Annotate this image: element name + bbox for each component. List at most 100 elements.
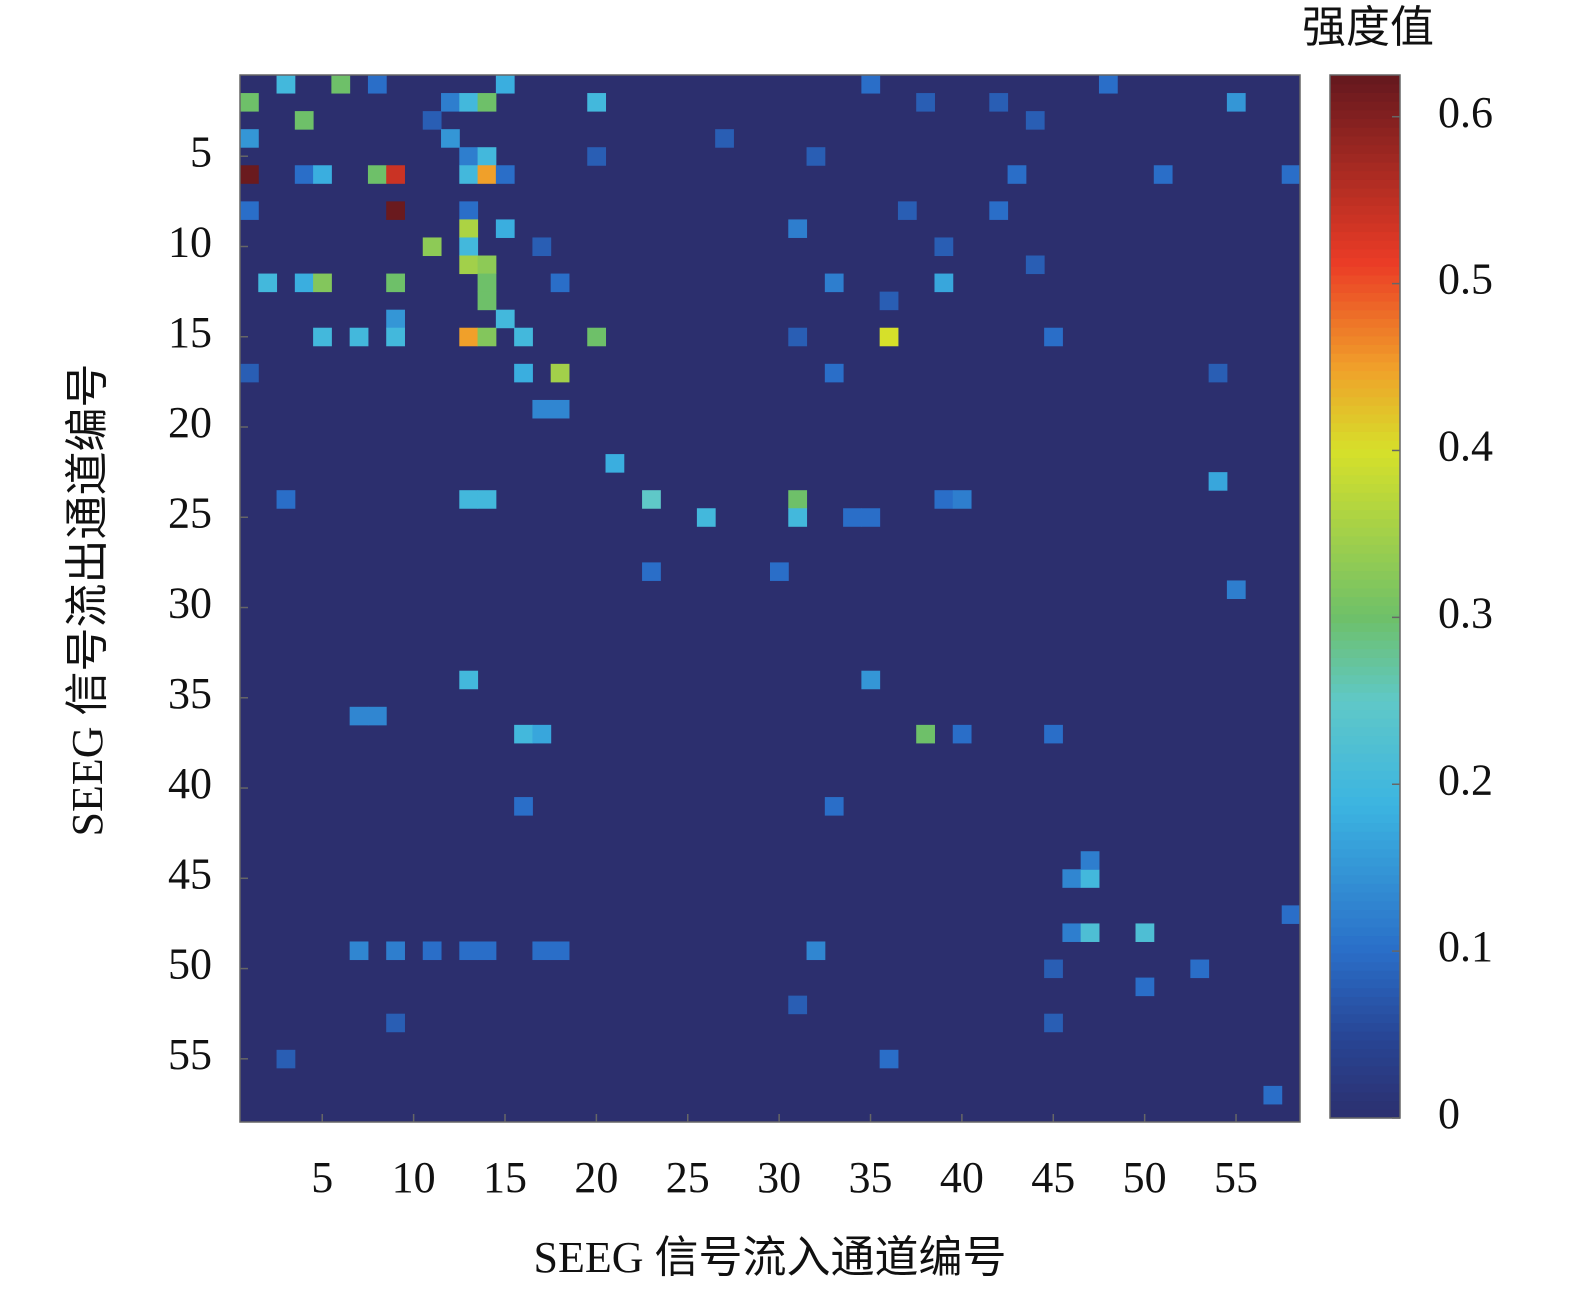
colorbar-swatch: [1330, 422, 1400, 432]
colorbar-swatch: [1330, 761, 1400, 771]
colorbar-swatch: [1330, 240, 1400, 250]
colorbar-swatch: [1330, 718, 1400, 728]
colorbar-swatch: [1330, 683, 1400, 693]
heatmap-cell: [313, 327, 332, 347]
heatmap-cell: [550, 273, 570, 293]
colorbar-swatch: [1330, 1039, 1400, 1050]
y-tick-label: 10: [168, 218, 212, 267]
colorbar-swatch: [1330, 274, 1400, 285]
colorbar-swatch: [1330, 1005, 1400, 1015]
colorbar-swatch: [1330, 344, 1400, 354]
colorbar-swatch: [1330, 944, 1400, 954]
heatmap-cell: [1044, 959, 1063, 979]
colorbar-swatch: [1330, 883, 1400, 893]
plot-frame: [239, 74, 1301, 1123]
colorbar-label: 强度值: [1302, 3, 1434, 52]
heatmap-cell: [1135, 977, 1155, 997]
heatmap-cell: [459, 670, 479, 690]
heatmap-cell: [294, 165, 314, 184]
heatmap-cell: [1098, 75, 1118, 94]
colorbar-swatch: [1330, 752, 1400, 763]
y-tick-label: 15: [168, 308, 212, 357]
colorbar-swatch: [1330, 1109, 1400, 1119]
colorbar-swatch: [1330, 709, 1400, 719]
y-tick-label: 35: [168, 669, 212, 718]
colorbar-swatch: [1330, 996, 1400, 1006]
colorbar-swatch: [1330, 257, 1400, 267]
heatmap-cell: [495, 75, 515, 94]
heatmap-cell: [367, 75, 387, 94]
colorbar-swatch: [1330, 1091, 1400, 1102]
y-tick-label: 40: [168, 759, 212, 808]
colorbar-swatch: [1330, 622, 1400, 632]
heatmap-cell: [514, 327, 533, 347]
colorbar-swatch: [1330, 735, 1400, 745]
colorbar-swatch: [1330, 413, 1400, 424]
heatmap-cell: [1208, 472, 1228, 491]
colorbar-swatch: [1330, 318, 1400, 328]
y-tick-label: 20: [168, 398, 212, 447]
heatmap-cell: [477, 327, 497, 347]
colorbar-swatch: [1330, 648, 1400, 658]
colorbar-swatch: [1330, 570, 1400, 580]
x-axis-label: SEEG 信号流入通道编号: [534, 1233, 1007, 1282]
heatmap-cell: [495, 219, 515, 238]
heatmap-cell: [441, 129, 460, 148]
colorbar-swatch: [1330, 553, 1400, 563]
colorbar-swatch: [1330, 935, 1400, 945]
heatmap-cell: [459, 255, 479, 275]
colorbar-swatch: [1330, 1048, 1400, 1058]
heatmap-cell: [495, 309, 515, 329]
colorbar-swatch: [1330, 109, 1400, 120]
colorbar-swatch: [1330, 926, 1400, 937]
x-tick-label: 20: [574, 1153, 618, 1202]
colorbar-swatch: [1330, 1083, 1400, 1093]
colorbar-swatch: [1330, 135, 1400, 146]
heatmap-cell: [806, 147, 826, 166]
heatmap-cell: [386, 165, 405, 184]
colorbar-swatch: [1330, 448, 1400, 459]
colorbar-swatch: [1330, 978, 1400, 989]
heatmap-cell: [349, 941, 369, 961]
x-tick-label: 35: [849, 1153, 893, 1202]
colorbar-swatch: [1330, 222, 1400, 233]
heatmap-cell: [1281, 905, 1301, 924]
heatmap-cell: [422, 111, 442, 130]
colorbar-swatch: [1330, 813, 1400, 824]
heatmap-cell: [989, 201, 1009, 220]
heatmap-cell: [514, 724, 533, 744]
heatmap-cell: [952, 724, 972, 744]
colorbar-swatch: [1330, 266, 1400, 276]
x-tick-label: 40: [940, 1153, 984, 1202]
heatmap-cell: [824, 363, 844, 383]
colorbar-swatch: [1330, 440, 1400, 450]
heatmap-cell: [1080, 869, 1100, 888]
heatmap-cell: [240, 93, 259, 112]
colorbar-swatch: [1330, 370, 1400, 380]
heatmap-cell: [916, 93, 935, 112]
y-tick-label: 50: [168, 940, 212, 989]
heatmap-cell: [824, 797, 844, 816]
colorbar-swatch: [1330, 987, 1400, 997]
colorbar-swatch: [1330, 205, 1400, 215]
heatmap-cell: [349, 706, 369, 726]
heatmap-cell: [642, 562, 661, 581]
colorbar-swatch: [1330, 787, 1400, 798]
colorbar-swatch: [1330, 283, 1400, 293]
heatmap-cell: [788, 327, 808, 347]
colorbar-swatch: [1330, 961, 1400, 971]
colorbar-swatch: [1330, 474, 1400, 485]
colorbar-swatch: [1330, 900, 1400, 910]
colorbar-tick-label: 0.2: [1438, 755, 1493, 804]
x-tick-label: 55: [1214, 1153, 1258, 1202]
colorbar-swatch: [1330, 796, 1400, 806]
heatmap-cell: [989, 93, 1009, 112]
colorbar-swatch: [1330, 1100, 1400, 1110]
y-tick-label: 25: [168, 488, 212, 537]
heatmap-cell: [386, 941, 405, 961]
colorbar-swatch: [1330, 874, 1400, 884]
colorbar-swatch: [1330, 857, 1400, 867]
heatmap-cell: [386, 201, 405, 220]
colorbar-swatch: [1330, 83, 1400, 93]
heatmap-cell: [587, 93, 607, 112]
